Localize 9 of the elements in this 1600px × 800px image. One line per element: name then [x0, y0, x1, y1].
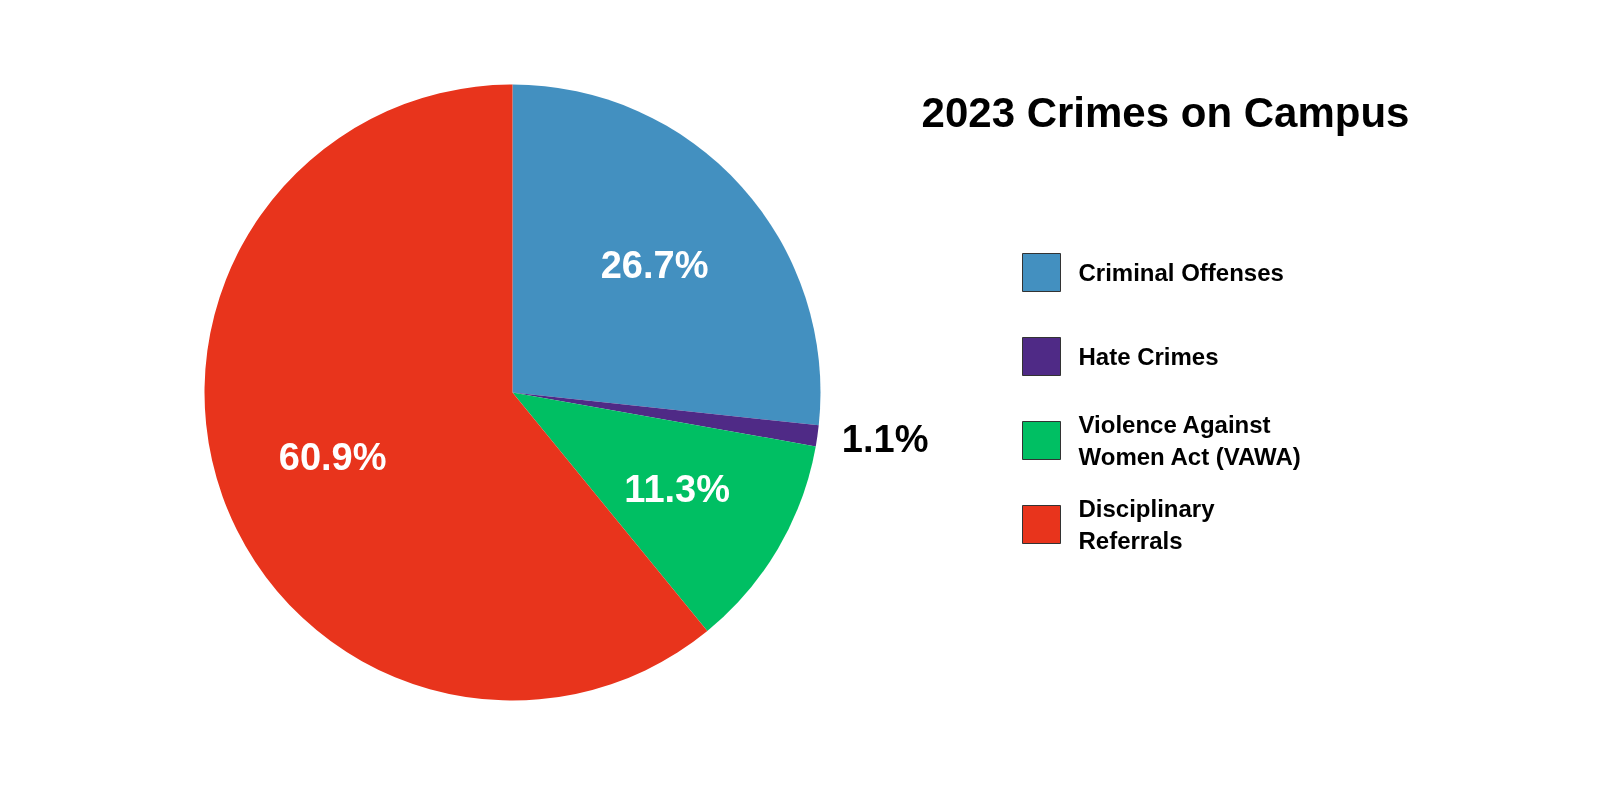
- data-label: 11.3%: [624, 468, 730, 511]
- chart-title: 2023 Crimes on Campus: [921, 89, 1410, 136]
- legend-label: Criminal Offenses: [1078, 259, 1284, 286]
- data-label: 26.7%: [600, 243, 709, 286]
- legend-label: Violence Against Women Act (VAWA): [1078, 410, 1301, 471]
- data-label: 60.9%: [278, 435, 387, 478]
- data-label: 1.1%: [841, 418, 929, 461]
- legend-label: Disciplinary Referrals: [1078, 494, 1216, 555]
- legend-label: Hate Crimes: [1078, 343, 1219, 370]
